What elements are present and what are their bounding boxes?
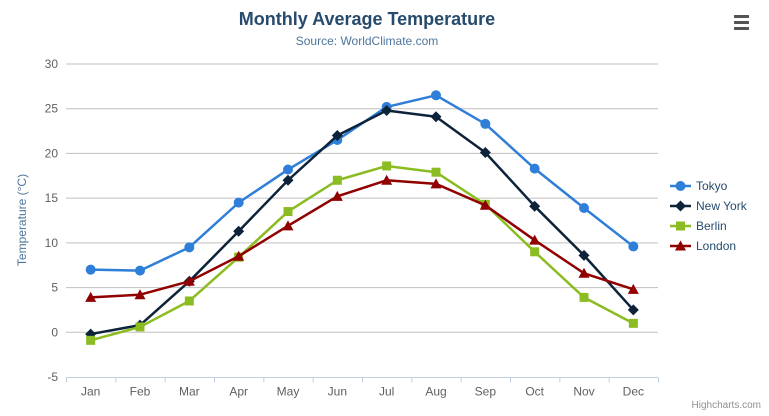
marker-tokyo[interactable] <box>628 241 639 252</box>
legend: Tokyo New York Berlin London <box>670 176 747 256</box>
legend-item-label: New York <box>696 199 747 213</box>
legend-marker-icon <box>670 200 691 212</box>
marker-berlin[interactable] <box>530 247 540 257</box>
marker-berlin[interactable] <box>332 175 342 185</box>
series-line-new-york <box>89 109 635 336</box>
marker-berlin[interactable] <box>382 161 392 171</box>
marker-london[interactable] <box>479 199 491 210</box>
marker-london[interactable] <box>331 190 343 201</box>
marker-new-york[interactable] <box>331 130 343 142</box>
x-axis-label: Mar <box>179 385 200 399</box>
x-axis-label: Jun <box>328 385 347 399</box>
legend-item-label: Berlin <box>696 219 727 233</box>
marker-new-york[interactable] <box>578 249 590 261</box>
marker-new-york[interactable] <box>479 147 491 159</box>
marker-london[interactable] <box>578 267 590 278</box>
marker-tokyo[interactable] <box>480 118 491 129</box>
y-axis-label: 25 <box>45 102 59 116</box>
marker-new-york[interactable] <box>282 174 294 186</box>
y-axis-label: 20 <box>45 146 59 160</box>
x-axis-label: Nov <box>573 385 594 399</box>
highcharts-credits[interactable]: Highcharts.com <box>691 400 761 411</box>
legend-item-new-york[interactable]: New York <box>670 196 747 216</box>
y-axis-label: 30 <box>45 57 59 71</box>
y-axis-label: 10 <box>45 236 59 250</box>
y-axis-label: 0 <box>51 325 58 339</box>
marker-berlin[interactable] <box>135 322 145 332</box>
series-line-berlin <box>89 164 635 342</box>
marker-tokyo[interactable] <box>135 265 145 276</box>
legend-marker-icon <box>670 221 691 231</box>
legend-item-berlin[interactable]: Berlin <box>670 216 747 236</box>
legend-marker-icon <box>670 181 691 191</box>
marker-london[interactable] <box>430 178 442 189</box>
marker-london[interactable] <box>85 291 97 302</box>
context-menu-button[interactable] <box>733 15 750 33</box>
marker-tokyo[interactable] <box>233 197 244 208</box>
legend-item-label: London <box>696 239 737 253</box>
marker-berlin[interactable] <box>283 207 293 217</box>
marker-berlin[interactable] <box>431 167 441 177</box>
y-axis-label: 15 <box>45 191 59 205</box>
marker-tokyo[interactable] <box>184 242 195 253</box>
marker-new-york[interactable] <box>233 225 245 237</box>
legend-item-tokyo[interactable]: Tokyo <box>670 176 747 196</box>
marker-london[interactable] <box>134 289 146 300</box>
x-axis-label: Feb <box>130 385 151 399</box>
legend-item-label: Tokyo <box>696 179 728 193</box>
x-axis-label: Dec <box>623 385 644 399</box>
y-axis-label: 5 <box>51 281 58 295</box>
marker-new-york[interactable] <box>529 200 541 212</box>
x-axis-label: Aug <box>425 385 446 399</box>
marker-berlin[interactable] <box>184 296 194 306</box>
chart-title: Monthly Average Temperature <box>238 9 496 29</box>
marker-tokyo[interactable] <box>85 264 96 275</box>
x-axis-label: Jan <box>81 385 100 399</box>
x-axis-label: Sep <box>475 385 497 399</box>
marker-tokyo[interactable] <box>431 90 441 101</box>
chart-subtitle: Source: WorldClimate.com <box>295 34 439 48</box>
marker-tokyo[interactable] <box>579 202 589 213</box>
marker-tokyo[interactable] <box>529 163 540 174</box>
x-axis-label: Apr <box>229 385 248 399</box>
marker-london[interactable] <box>529 234 541 245</box>
marker-new-york[interactable] <box>381 105 393 117</box>
marker-new-york[interactable] <box>627 304 639 316</box>
series-line-london <box>89 179 635 299</box>
marker-berlin[interactable] <box>628 318 638 328</box>
marker-new-york[interactable] <box>430 111 442 123</box>
marker-berlin[interactable] <box>86 335 96 345</box>
marker-london[interactable] <box>282 220 294 231</box>
marker-berlin[interactable] <box>579 292 589 302</box>
series-line-tokyo <box>89 94 635 272</box>
x-axis-label: Oct <box>525 385 544 399</box>
legend-marker-icon <box>670 240 691 251</box>
x-axis-label: May <box>277 385 300 399</box>
marker-london[interactable] <box>381 174 393 185</box>
marker-london[interactable] <box>183 275 195 286</box>
hamburger-icon <box>733 15 750 30</box>
marker-london[interactable] <box>627 283 639 294</box>
y-axis-label: -5 <box>47 370 58 384</box>
x-axis-label: Jul <box>379 385 394 399</box>
legend-item-london[interactable]: London <box>670 236 747 256</box>
marker-tokyo[interactable] <box>283 164 293 175</box>
marker-london[interactable] <box>233 250 245 261</box>
